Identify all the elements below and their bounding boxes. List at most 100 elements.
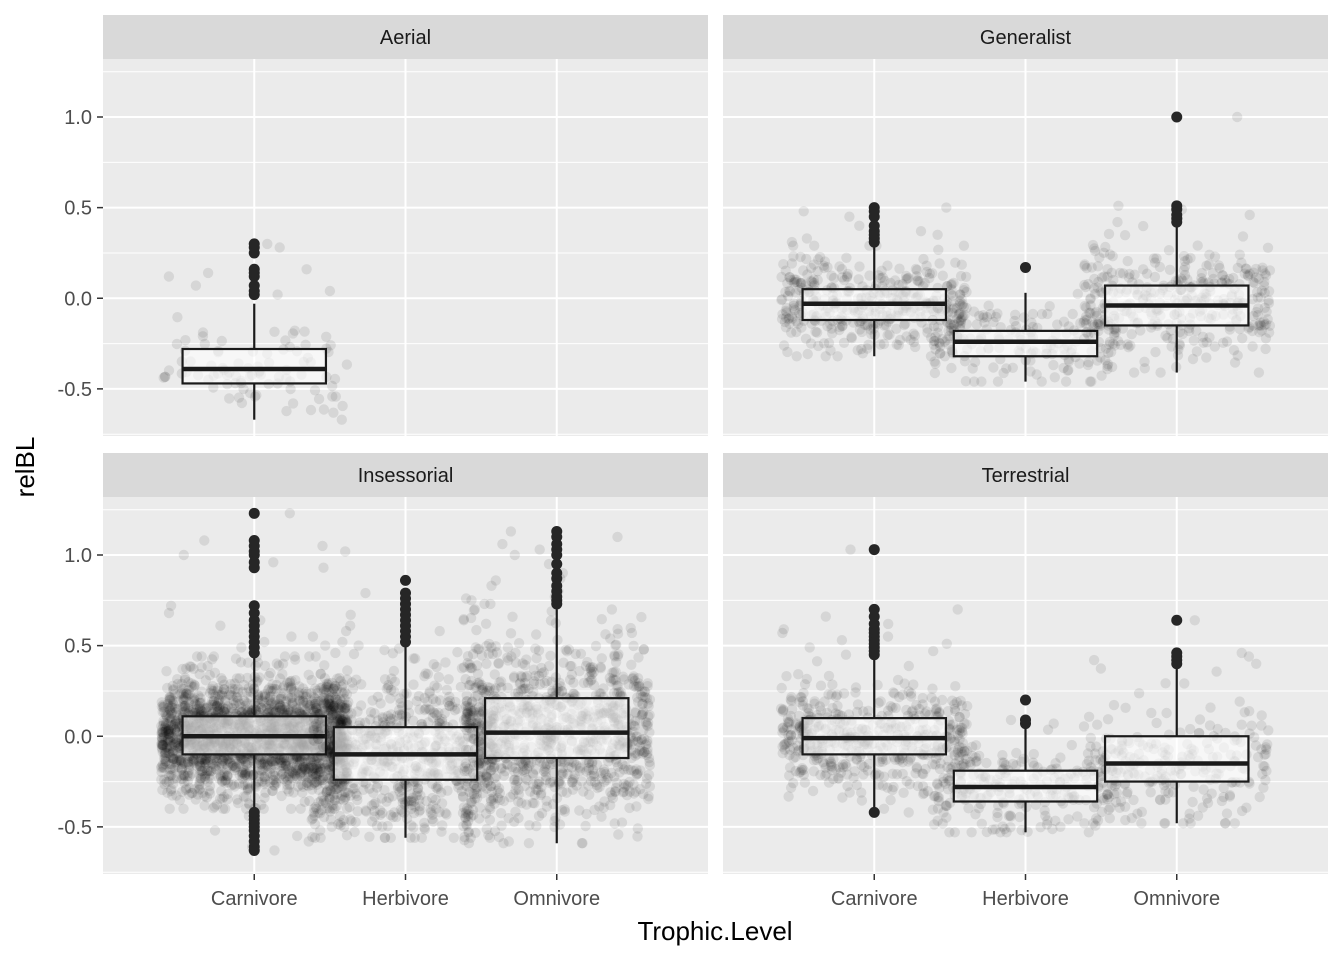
jitter-point bbox=[503, 836, 514, 847]
jitter-point bbox=[1204, 332, 1215, 343]
jitter-point bbox=[314, 708, 326, 719]
jitter-point bbox=[795, 278, 806, 289]
jitter-point bbox=[862, 343, 873, 354]
jitter-point bbox=[200, 754, 211, 765]
jitter-point bbox=[786, 327, 797, 338]
jitter-point bbox=[204, 766, 215, 777]
jitter-point bbox=[1260, 270, 1272, 281]
jitter-point bbox=[1237, 333, 1248, 344]
jitter-point bbox=[1123, 272, 1135, 283]
jitter-point bbox=[1228, 345, 1240, 356]
jitter-point bbox=[436, 798, 448, 809]
jitter-point bbox=[448, 832, 459, 843]
jitter-point bbox=[809, 240, 820, 251]
jitter-point bbox=[857, 348, 868, 359]
outlier-point bbox=[248, 507, 260, 519]
jitter-point bbox=[882, 260, 893, 271]
jitter-point bbox=[1063, 356, 1075, 367]
jitter-point bbox=[791, 351, 802, 362]
outlier-point bbox=[400, 574, 411, 586]
jitter-point bbox=[1148, 253, 1160, 264]
jitter-point bbox=[1102, 271, 1113, 282]
jitter-point bbox=[1085, 307, 1096, 319]
jitter-point bbox=[902, 273, 913, 284]
jitter-point bbox=[968, 306, 980, 317]
jitter-point bbox=[1244, 209, 1255, 221]
jitter-point bbox=[167, 790, 178, 801]
jitter-point bbox=[183, 702, 194, 713]
jitter-point bbox=[1042, 308, 1053, 320]
jitter-point bbox=[1149, 271, 1161, 283]
jitter-point bbox=[260, 754, 271, 765]
jitter-point bbox=[1092, 282, 1103, 293]
jitter-point bbox=[165, 600, 177, 611]
jitter-point bbox=[360, 587, 371, 599]
jitter-point bbox=[238, 695, 250, 706]
jitter-point bbox=[891, 323, 902, 334]
jitter-point bbox=[788, 303, 799, 314]
jitter-point bbox=[245, 387, 256, 399]
jitter-point bbox=[788, 300, 799, 311]
jitter-point bbox=[472, 644, 483, 655]
jitter-point bbox=[789, 276, 800, 288]
jitter-point bbox=[864, 270, 875, 281]
jitter-point bbox=[180, 335, 191, 346]
jitter-point bbox=[399, 807, 410, 818]
jitter-point bbox=[943, 325, 954, 337]
jitter-point bbox=[1253, 320, 1264, 331]
jitter-point bbox=[1103, 324, 1114, 335]
jitter-point bbox=[1221, 336, 1233, 347]
jitter-point bbox=[343, 787, 354, 799]
jitter-point bbox=[458, 614, 469, 625]
jitter-point bbox=[988, 362, 999, 373]
jitter-point bbox=[1109, 330, 1120, 341]
jitter-point bbox=[1151, 253, 1162, 264]
jitter-point bbox=[1252, 310, 1264, 321]
jitter-point bbox=[484, 814, 496, 825]
jitter-point bbox=[190, 794, 201, 805]
jitter-point bbox=[1154, 261, 1166, 273]
jitter-point bbox=[822, 262, 833, 273]
jitter-point bbox=[930, 344, 941, 355]
jitter-point bbox=[782, 346, 793, 358]
jitter-point bbox=[853, 274, 864, 285]
jitter-point bbox=[955, 315, 966, 326]
jitter-point bbox=[1248, 267, 1259, 278]
jitter-point bbox=[825, 319, 836, 330]
jitter-point bbox=[776, 294, 787, 306]
jitter-point bbox=[332, 702, 344, 714]
jitter-point bbox=[1172, 350, 1184, 361]
jitter-point bbox=[856, 343, 867, 355]
jitter-point bbox=[337, 400, 348, 412]
jitter-point bbox=[828, 272, 840, 284]
jitter-point bbox=[841, 271, 853, 282]
jitter-point bbox=[310, 769, 321, 780]
jitter-point bbox=[948, 277, 959, 289]
jitter-point bbox=[260, 787, 271, 798]
jitter-point bbox=[956, 300, 967, 311]
jitter-point bbox=[780, 265, 791, 276]
jitter-point bbox=[945, 319, 956, 330]
jitter-point bbox=[899, 319, 910, 331]
jitter-point bbox=[826, 323, 837, 334]
jitter-point bbox=[1177, 328, 1188, 340]
jitter-point bbox=[224, 393, 235, 404]
outlier-point bbox=[248, 238, 260, 250]
jitter-point bbox=[1112, 216, 1123, 228]
jitter-point bbox=[330, 391, 341, 402]
jitter-point bbox=[577, 838, 588, 849]
jitter-point bbox=[844, 211, 855, 222]
jitter-point bbox=[862, 320, 873, 331]
jitter-point bbox=[337, 636, 348, 648]
jitter-point bbox=[318, 811, 330, 823]
jitter-point bbox=[912, 275, 923, 286]
jitter-point bbox=[216, 335, 227, 347]
jitter-point bbox=[1089, 321, 1100, 332]
jitter-point bbox=[1067, 308, 1078, 320]
jitter-point bbox=[929, 367, 941, 379]
jitter-point bbox=[1178, 264, 1190, 276]
jitter-point bbox=[1217, 270, 1228, 281]
jitter-point bbox=[807, 276, 818, 288]
jitter-point bbox=[1118, 268, 1129, 279]
jitter-point bbox=[901, 274, 912, 285]
